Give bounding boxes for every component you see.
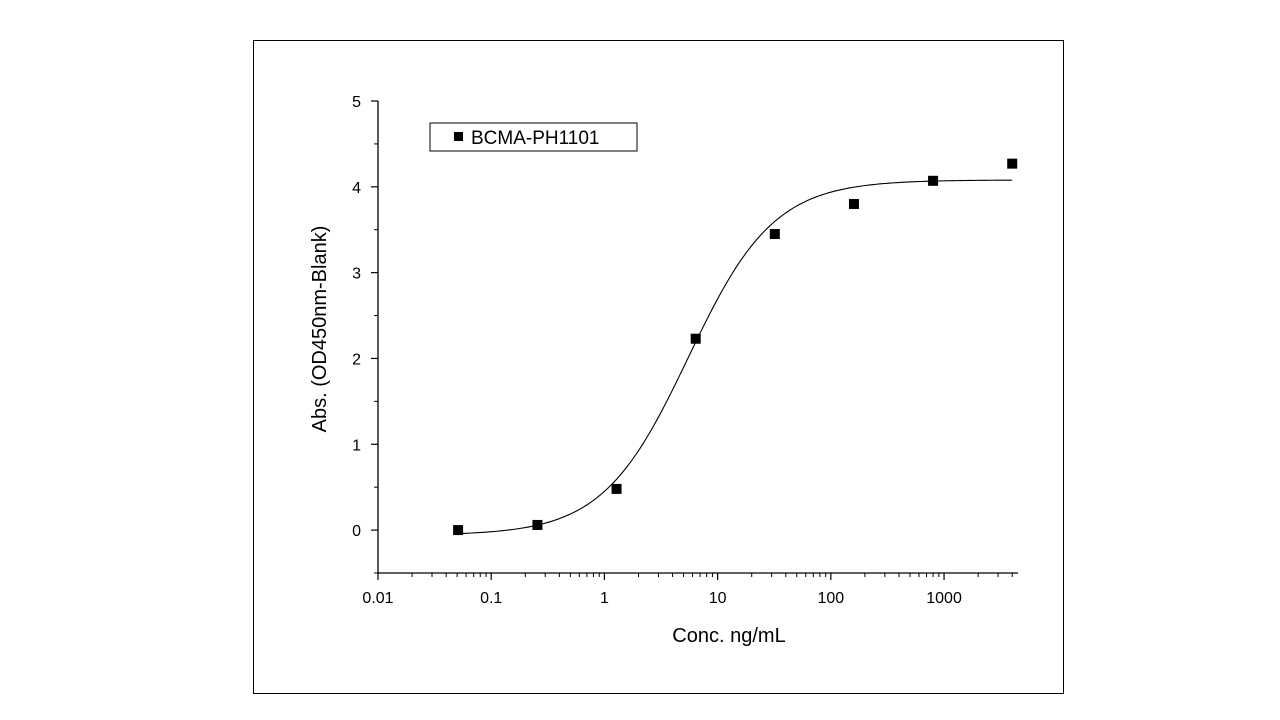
y-axis-title: Abs. (OD450nm-Blank) (309, 226, 331, 433)
axes (377, 101, 1018, 574)
x-tick-label: 100 (817, 590, 844, 607)
x-axis-title: Conc. ng/mL (672, 625, 785, 647)
data-point (1007, 158, 1018, 169)
data-point (769, 229, 780, 240)
fit-curve-layer (458, 179, 1013, 535)
tick-marks: 0 1 2 3 4 5 0.01 0.1 1 10 100 1000 (352, 94, 1013, 607)
x-tick-label: 1000 (926, 590, 962, 607)
chart-frame: 0 1 2 3 4 5 0.01 0.1 1 10 100 1000 BCMA-PH1101 Conc… (253, 40, 1064, 694)
y-tick-label: 4 (352, 180, 361, 197)
fit-curve (458, 179, 1013, 535)
data-point (453, 525, 464, 536)
x-tick-label: 10 (709, 590, 727, 607)
legend-marker (454, 132, 463, 141)
data-point (928, 175, 939, 186)
data-point (532, 519, 543, 530)
x-tick-label: 0.1 (480, 590, 502, 607)
chart-plot: 0 1 2 3 4 5 0.01 0.1 1 10 100 1000 BCMA-PH1101 Conc… (309, 94, 1018, 647)
y-tick-label: 0 (352, 523, 361, 540)
x-tick-label: 1 (600, 590, 609, 607)
data-points (453, 158, 1018, 536)
y-tick-label: 2 (352, 351, 361, 368)
legend-label: BCMA-PH1101 (471, 128, 599, 149)
y-tick-label: 5 (352, 94, 361, 111)
y-tick-label: 3 (352, 266, 361, 283)
data-point (611, 483, 622, 494)
legend-box (429, 122, 638, 152)
data-point (848, 198, 859, 209)
data-point (690, 333, 701, 344)
x-tick-label: 0.01 (362, 590, 393, 607)
legend: BCMA-PH1101 (429, 122, 638, 152)
y-tick-label: 1 (352, 437, 361, 454)
